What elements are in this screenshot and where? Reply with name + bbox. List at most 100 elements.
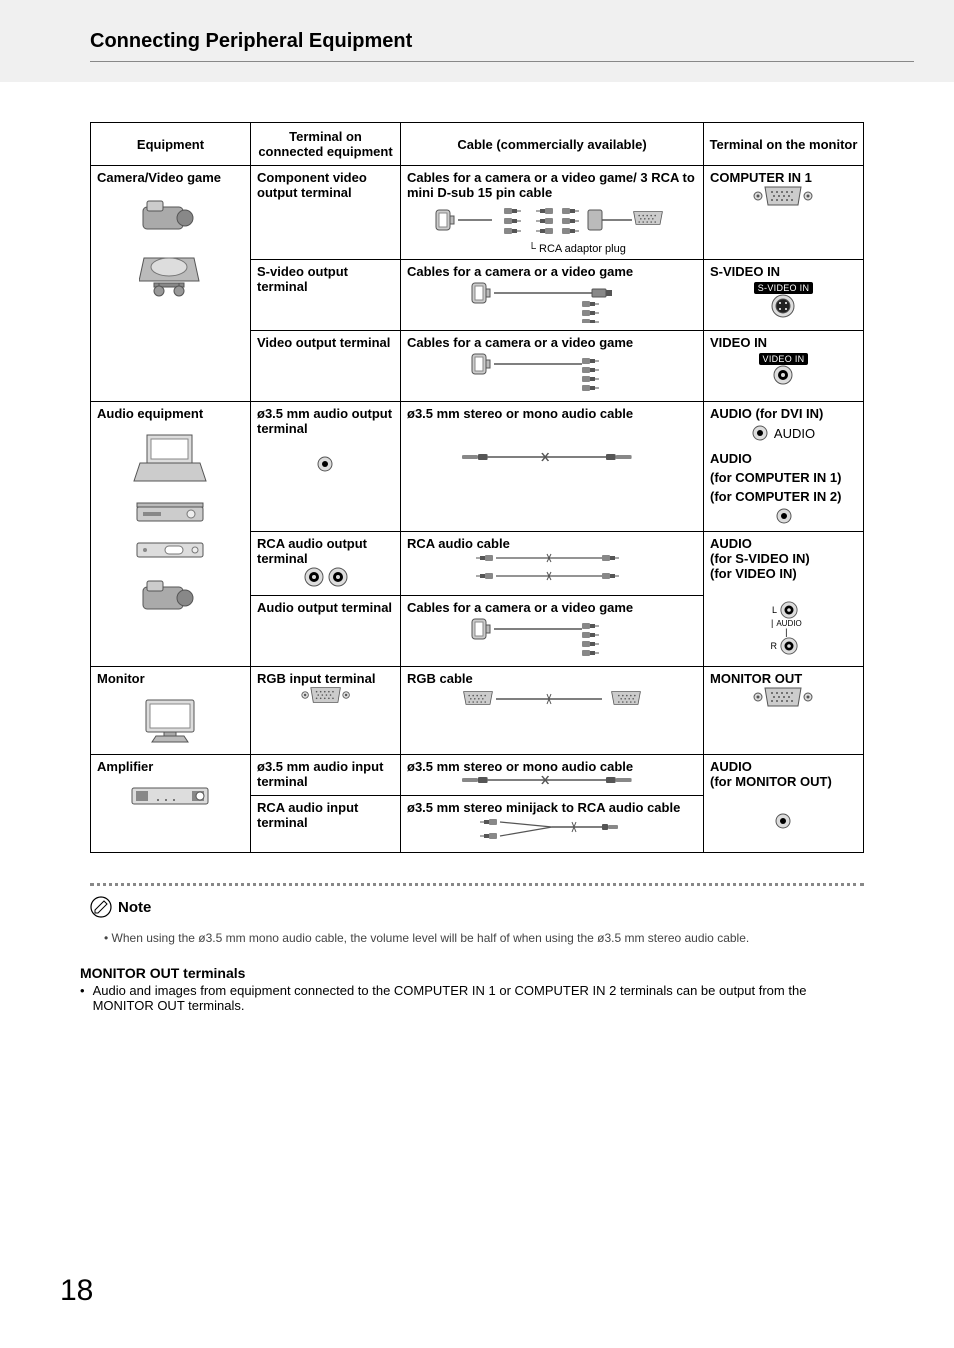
note-section: Note • When using the ø3.5 mm mono audio…	[90, 883, 864, 945]
cell-monitor-monitor: MONITOR OUT	[704, 667, 864, 755]
table-header-row: Equipment Terminal on connected equipmen…	[91, 123, 864, 166]
cell-camera-svideo-cable: Cables for a camera or a video game	[401, 260, 704, 331]
lr-r: R	[769, 642, 777, 651]
cell-camera-svideo-monitor: S-VIDEO IN S-VIDEO IN	[704, 260, 864, 331]
row-camera-component: Camera/Video game Component video output…	[91, 166, 864, 260]
camera-component-cable-illus: └ RCA adaptor plug	[407, 200, 697, 255]
cell-camera-svideo-terminal: S-video output terminal	[251, 260, 401, 331]
audio-rca-monitor-a: AUDIO	[710, 536, 857, 551]
audio-35-terminal: ø3.5 mm audio output terminal	[257, 406, 394, 436]
rgb-cable-illus	[407, 686, 697, 717]
monitor-out-label: MONITOR OUT	[710, 671, 857, 686]
camera-component-terminal: Component video output terminal	[257, 170, 367, 200]
cell-amplifier-rca-cable: ø3.5 mm stereo minijack to RCA audio cab…	[401, 796, 704, 853]
camera-component-monitor: COMPUTER IN 1	[710, 170, 857, 185]
cell-audio-equipment: Audio equipment	[91, 402, 251, 667]
laptop-icon	[97, 421, 244, 485]
mo-bullet: •	[80, 983, 85, 1013]
monitor-rgb-cable: RGB cable	[407, 671, 697, 686]
camera-component-cable: Cables for a camera or a video game/ 3 R…	[407, 170, 697, 200]
audio-rca-terminal: RCA audio output terminal	[257, 536, 394, 566]
cell-audio-rca-cable: RCA audio cable	[401, 532, 704, 596]
amplifier-35-cable: ø3.5 mm stereo or mono audio cable	[407, 759, 697, 774]
audio-lr-jacks: L |AUDIO | R	[710, 601, 857, 655]
mo-text: Audio and images from equipment connecte…	[93, 983, 864, 1013]
audio-35-cable-illus	[407, 421, 697, 468]
cell-camera-video-terminal: Video output terminal	[251, 331, 401, 402]
cell-camera-video-monitor: VIDEO IN VIDEO IN	[704, 331, 864, 402]
note-label: Note	[118, 899, 151, 916]
monitor-icon	[97, 686, 244, 746]
camcorder2-icon	[97, 565, 244, 617]
amp-rca-cable-illus	[407, 815, 697, 848]
svideo-badge: S-VIDEO IN	[754, 282, 814, 294]
amplifier-rca-cable: ø3.5 mm stereo minijack to RCA audio cab…	[407, 800, 697, 815]
aout-cable-illus	[407, 615, 697, 662]
connection-table: Equipment Terminal on connected equipmen…	[90, 122, 864, 853]
camera-equipment-label: Camera/Video game	[97, 170, 244, 185]
cell-amplifier-35-terminal: ø3.5 mm audio input terminal	[251, 755, 401, 796]
th-terminal-monitor: Terminal on the monitor	[704, 123, 864, 166]
note-text: • When using the ø3.5 mm mono audio cabl…	[90, 923, 864, 945]
amplifier-monitor-b: (for MONITOR OUT)	[710, 774, 857, 789]
note-label-row: Note	[90, 896, 151, 918]
video-badge: VIDEO IN	[759, 353, 809, 365]
amplifier-monitor-a: AUDIO	[710, 759, 857, 774]
jack35-icon	[257, 436, 394, 477]
cell-audio-35-cable: ø3.5 mm stereo or mono audio cable	[401, 402, 704, 532]
header-region: Connecting Peripheral Equipment	[0, 0, 954, 82]
vcr-icon	[97, 529, 244, 561]
cell-amplifier-monitor: AUDIO (for MONITOR OUT)	[704, 755, 864, 853]
cell-audio-35-monitor: AUDIO (for DVI IN) AUDIO AUDIO (for COMP…	[704, 402, 864, 532]
dsub-port-icon-3	[710, 686, 857, 713]
rca-adaptor-label: RCA adaptor plug	[539, 243, 626, 255]
cell-monitor-cable: RGB cable	[401, 667, 704, 755]
audio-label-1: AUDIO	[774, 426, 815, 441]
audio-aout-cable: Cables for a camera or a video game	[407, 600, 697, 615]
console-icon	[97, 241, 244, 299]
page-number: 18	[60, 1274, 93, 1308]
dsub-port-icon	[710, 185, 857, 212]
th-terminal-equip: Terminal on connected equipment	[251, 123, 401, 166]
audio-rca-monitor-c: (for VIDEO IN)	[710, 566, 857, 581]
cell-audio-aout-cable: Cables for a camera or a video game	[401, 596, 704, 667]
row-monitor: Monitor RGB input terminal RGB cable	[91, 667, 864, 755]
audio-35-monitor-2c: (for COMPUTER IN 2)	[710, 489, 857, 504]
audio-rca-monitor-b: (for S-VIDEO IN)	[710, 551, 857, 566]
cell-monitor-equipment: Monitor	[91, 667, 251, 755]
camera-video-cable: Cables for a camera or a video game	[407, 335, 697, 350]
rca-cable-illus	[407, 551, 697, 590]
cell-amplifier-35-cable: ø3.5 mm stereo or mono audio cable	[401, 755, 704, 796]
camera-video-monitor: VIDEO IN	[710, 335, 857, 350]
amp-35-cable-illus	[407, 774, 697, 791]
note-icon	[90, 896, 112, 918]
monitor-out-heading: MONITOR OUT terminals	[80, 965, 864, 981]
svideo-cable-illus	[407, 279, 697, 326]
th-equipment: Equipment	[91, 123, 251, 166]
monitor-equipment-label: Monitor	[97, 671, 244, 686]
camera-svideo-cable: Cables for a camera or a video game	[407, 264, 697, 279]
dsub-port-icon-2	[257, 686, 394, 709]
monitor-out-section: MONITOR OUT terminals • Audio and images…	[80, 965, 864, 1013]
video-cable-illus	[407, 350, 697, 397]
amplifier-icon	[97, 774, 244, 808]
audio-35-monitor-1: AUDIO (for DVI IN)	[710, 406, 857, 421]
audio-35-monitor-2a: AUDIO	[710, 445, 857, 466]
cell-camera-component-monitor: COMPUTER IN 1	[704, 166, 864, 260]
audio-35-cable: ø3.5 mm stereo or mono audio cable	[407, 406, 697, 421]
camera-video-terminal: Video output terminal	[257, 335, 390, 350]
monitor-rgb-terminal: RGB input terminal	[257, 671, 394, 686]
amplifier-rca-terminal: RCA audio input terminal	[257, 800, 358, 830]
cell-camera-equipment: Camera/Video game	[91, 166, 251, 402]
cell-audio-aout-terminal: Audio output terminal	[251, 596, 401, 667]
rca-jack-icon	[710, 365, 857, 390]
cell-monitor-terminal: RGB input terminal	[251, 667, 401, 755]
amplifier-35-terminal: ø3.5 mm audio input terminal	[257, 759, 383, 789]
row-amplifier-35: Amplifier ø3.5 mm audio input terminal ø…	[91, 755, 864, 796]
cell-camera-component-terminal: Component video output terminal	[251, 166, 401, 260]
dvd-icon	[97, 489, 244, 525]
cell-audio-rca-terminal: RCA audio output terminal	[251, 532, 401, 596]
lr-audio-label: AUDIO	[776, 620, 801, 628]
audio-aout-terminal: Audio output terminal	[257, 600, 392, 615]
lr-l: L	[769, 606, 777, 615]
